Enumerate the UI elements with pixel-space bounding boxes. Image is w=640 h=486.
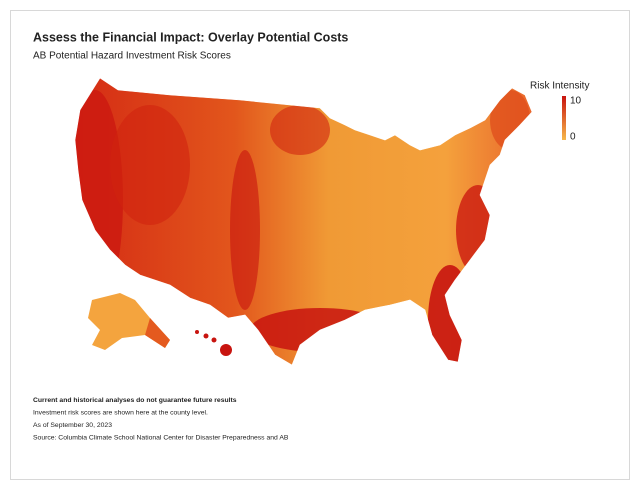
note: Investment risk scores are shown here at… <box>33 409 208 416</box>
legend: Risk Intensity 10 0 <box>530 81 589 143</box>
legend-gradient <box>562 96 566 140</box>
hawaii <box>195 330 232 356</box>
note: Current and historical analyses do not g… <box>33 397 237 404</box>
notes: Current and historical analyses do not g… <box>33 397 289 442</box>
legend-max: 10 <box>570 96 582 107</box>
legend-min: 0 <box>570 132 576 143</box>
note: Source: Columbia Climate School National… <box>33 434 289 441</box>
legend-title: Risk Intensity <box>530 81 589 92</box>
note: As of September 30, 2023 <box>33 422 112 429</box>
title: Assess the Financial Impact: Overlay Pot… <box>33 30 348 44</box>
subtitle: AB Potential Hazard Investment Risk Scor… <box>33 51 231 62</box>
